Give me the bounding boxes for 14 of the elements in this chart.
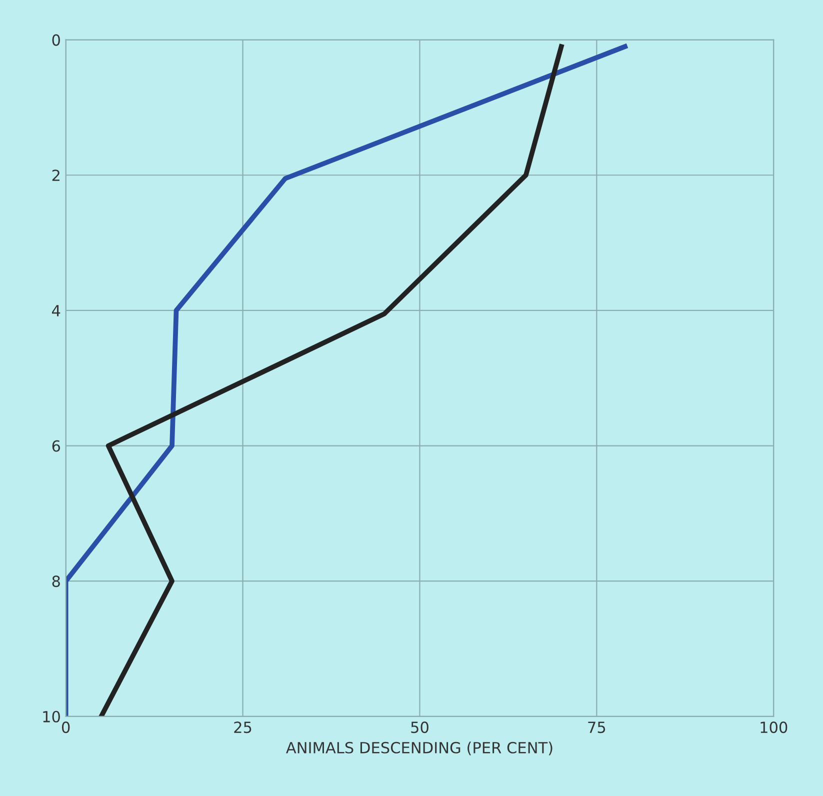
x-tick-label: 25 <box>234 722 252 734</box>
x-axis-title: ANIMALS DESCENDING (PER CENT) <box>286 742 552 756</box>
line-series <box>66 44 628 716</box>
x-tick-label: 75 <box>588 722 606 734</box>
y-tick-label: 4 <box>52 305 60 316</box>
y-tick-label: 0 <box>52 34 60 46</box>
y-tick-label: 8 <box>52 576 60 588</box>
x-tick-label: 0 <box>62 722 70 734</box>
x-tick-label: 100 <box>760 722 788 734</box>
y-tick-label: 10 <box>43 710 60 722</box>
x-tick-label: 50 <box>411 722 428 734</box>
y-tick-label: 6 <box>52 440 60 452</box>
y-tick-label: 2 <box>52 170 60 181</box>
line-series <box>98 44 564 716</box>
